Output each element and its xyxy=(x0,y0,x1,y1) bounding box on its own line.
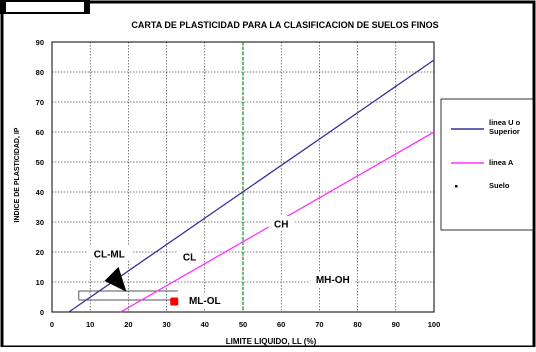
x-tick-label: 40 xyxy=(201,320,209,329)
region-label: CL-ML xyxy=(94,250,125,261)
y-tick-labels: 0 10 20 30 40 50 60 70 80 90 xyxy=(36,38,44,317)
legend-label-0: linea U o Superior xyxy=(489,118,521,136)
x-tick-labels: 0 10 20 30 40 50 60 70 80 90 100 xyxy=(50,320,440,329)
y-tick-label: 60 xyxy=(36,128,44,137)
series-line-0 xyxy=(68,59,435,313)
x-tick-label: 30 xyxy=(162,320,170,329)
y-axis-label: INDICE DE PLASTICIDAD, IP xyxy=(14,127,21,222)
legend-box xyxy=(440,98,534,231)
x-tick-label: 10 xyxy=(86,320,94,329)
legend-label-2: Suelo xyxy=(489,181,510,190)
y-tick-label: 80 xyxy=(36,68,44,77)
x-tick-label: 70 xyxy=(315,320,323,329)
y-tick-label: 0 xyxy=(40,308,44,317)
region-label: MH-OH xyxy=(316,275,350,286)
region-label-bg xyxy=(182,292,228,308)
arrow-marker xyxy=(104,266,127,292)
y-tick-label: 90 xyxy=(36,38,44,47)
region-label-bg xyxy=(268,216,294,231)
legend-swatch-2 xyxy=(455,185,458,188)
cl-ml-band xyxy=(78,290,179,301)
x-tick-label: 90 xyxy=(392,320,400,329)
x-tick-label: 80 xyxy=(353,320,361,329)
region-label-bg xyxy=(176,249,203,264)
arrow-head xyxy=(104,266,127,292)
y-tick-label: 50 xyxy=(36,158,44,167)
x-tick-label: 0 xyxy=(50,320,54,329)
x-axis-label: LIMITE LIQUIDO, LL (%) xyxy=(226,337,317,346)
y-tick-label: 10 xyxy=(36,278,44,287)
region-labels: CL-ML CL CH MH-OH ML-OL xyxy=(86,216,356,308)
corner-tab-inner xyxy=(6,2,84,12)
legend: linea U o Superior linea A Suelo xyxy=(440,98,534,231)
soil-point xyxy=(170,297,179,306)
y-tick-label: 40 xyxy=(36,188,44,197)
region-label-bg xyxy=(310,271,356,287)
y-tick-label: 70 xyxy=(36,98,44,107)
legend-label-1: linea A xyxy=(489,158,514,167)
region-label: CL xyxy=(183,253,196,264)
x-tick-label: 60 xyxy=(277,320,285,329)
y-tick-label: 30 xyxy=(36,218,44,227)
region-label: CH xyxy=(274,220,288,231)
x-tick-label: 20 xyxy=(124,320,132,329)
data-points xyxy=(170,297,179,306)
chart-title: CARTA DE PLASTICIDAD PARA LA CLASIFICACI… xyxy=(131,20,438,30)
x-tick-label: 50 xyxy=(239,320,247,329)
region-label-bg xyxy=(86,246,132,261)
region-label: ML-OL xyxy=(189,296,221,307)
x-tick-label: 100 xyxy=(428,320,441,329)
y-tick-label: 20 xyxy=(36,248,44,257)
